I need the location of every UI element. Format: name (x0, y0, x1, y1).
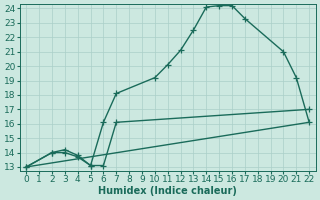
X-axis label: Humidex (Indice chaleur): Humidex (Indice chaleur) (98, 186, 237, 196)
